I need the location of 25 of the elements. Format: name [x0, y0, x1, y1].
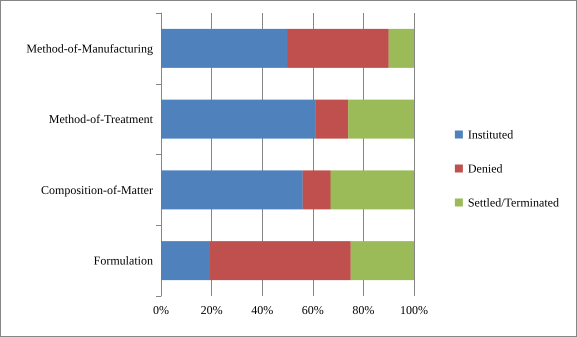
bar — [288, 28, 389, 68]
y-tick-label: Method-of-Treatment — [48, 112, 154, 126]
bar — [161, 241, 210, 280]
bar — [161, 170, 303, 210]
x-tick-label: 40% — [251, 303, 274, 317]
bar — [315, 100, 348, 139]
x-tick-label: 20% — [200, 303, 223, 317]
y-tick-label: Formulation — [94, 254, 153, 268]
bar — [350, 241, 414, 280]
bar — [330, 170, 414, 210]
bar — [161, 100, 316, 139]
bar — [209, 241, 351, 280]
bar — [302, 170, 331, 210]
x-tick-label: 0% — [153, 303, 169, 317]
x-tick-label: 80% — [352, 303, 374, 317]
legend-label: Settled/Terminated — [468, 196, 560, 210]
y-tick-label: Composition-of-Matter — [41, 182, 154, 197]
bar — [161, 28, 288, 68]
y-tick-label: Method-of-Manufacturing — [26, 41, 153, 56]
legend-label: Denied — [468, 162, 503, 176]
bar — [348, 100, 414, 139]
legend-label: Instituted — [468, 128, 514, 142]
x-tick-label: 60% — [302, 303, 324, 317]
x-tick-label: 100% — [400, 303, 428, 317]
bar — [388, 28, 414, 68]
